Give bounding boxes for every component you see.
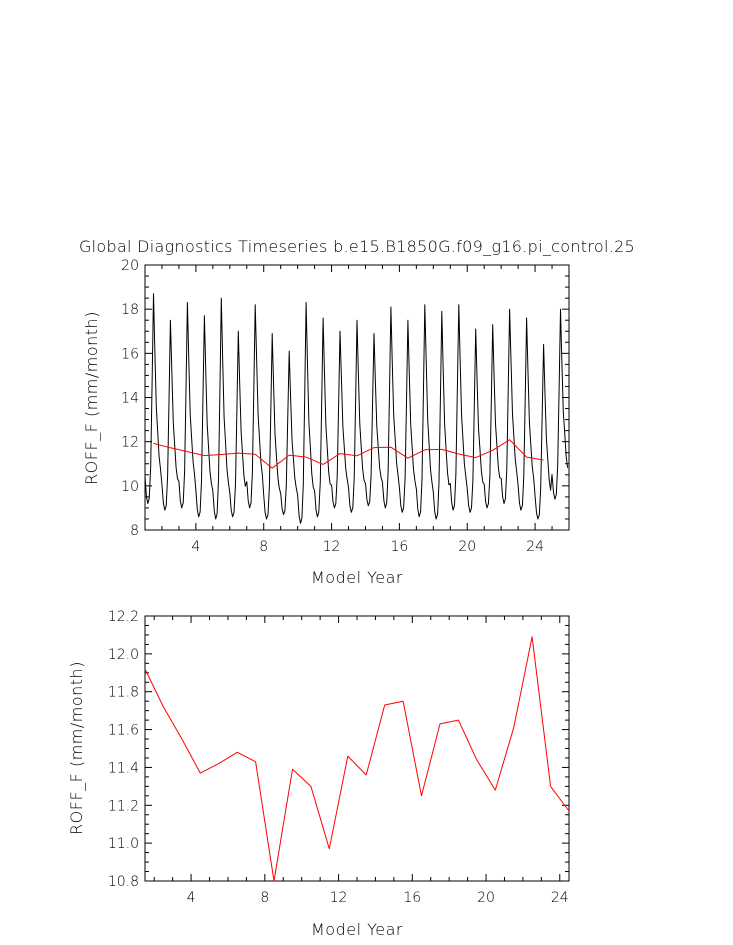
- top-series-lines: [144, 293, 569, 524]
- y-tick-label: 12.2: [108, 609, 139, 625]
- x-tick-label: 12: [330, 890, 348, 906]
- y-tick-label: 10: [121, 479, 139, 495]
- top-y-tick-labels: 8 10 12 14 16 18 20: [121, 258, 139, 539]
- bottom-panel-annual-mean: 4 8 12 16 20 24 10.811.011.211.411.611.812.01…: [67, 609, 570, 939]
- y-tick-label: 11.8: [108, 685, 139, 701]
- x-tick-label: 16: [403, 890, 421, 906]
- y-tick-label: 14: [121, 391, 139, 407]
- x-tick-label: 16: [390, 539, 408, 555]
- bottom-y-tick-labels: 10.8 11.0 11.2 11.4 11.6 11.8 12.0 12.2: [108, 609, 139, 890]
- y-tick-label: 20: [121, 258, 139, 274]
- x-tick-label: 12: [323, 539, 341, 555]
- y-tick-label: 11.2: [108, 798, 139, 814]
- x-tick-label: 20: [477, 890, 495, 906]
- x-tick-label: 24: [526, 539, 544, 555]
- top-axis-ticks: [144, 264, 570, 531]
- y-tick-label: 11.4: [108, 760, 139, 776]
- x-tick-label: 8: [260, 890, 269, 906]
- top-panel-monthly-timeseries: 4 8 12 16 20 24 8 10 12 14 16 18 20 Model Year ROFF…: [82, 258, 570, 587]
- y-tick-label: 8: [130, 523, 139, 539]
- bottom-x-axis-label: Model Year: [311, 920, 403, 939]
- x-tick-label: 20: [458, 539, 476, 555]
- x-tick-label: 4: [191, 539, 200, 555]
- x-tick-label: 4: [187, 890, 196, 906]
- monthly-series-line: [144, 293, 569, 524]
- y-tick-label: 10.8: [108, 874, 139, 890]
- y-tick-label: 16: [121, 346, 139, 362]
- y-tick-label: 12.0: [108, 647, 139, 663]
- top-x-tick-labels: 4 8 12 16 20 24: [191, 539, 544, 555]
- bottom-series-lines: [144, 636, 570, 882]
- bottom-x-tick-labels: 4 8 12 16 20 24: [187, 890, 569, 906]
- annual-mean-series-line: [153, 439, 544, 469]
- y-tick-label: 11.6: [108, 723, 139, 739]
- bottom-axis-ticks: [145, 615, 569, 882]
- bottom-plot-frame: [144, 615, 570, 882]
- x-tick-label: 24: [551, 890, 569, 906]
- y-tick-label: 18: [121, 302, 139, 318]
- x-tick-label: 8: [259, 539, 268, 555]
- top-x-axis-label: Model Year: [311, 568, 403, 587]
- y-tick-label: 11.0: [108, 836, 139, 852]
- top-y-axis-label: ROFF_F (mm/month): [82, 311, 101, 485]
- y-tick-label: 12: [121, 435, 139, 451]
- chart-title: Global Diagnostics Timeseries b.e15.B185…: [79, 237, 635, 256]
- annual-mean-series-line: [144, 636, 570, 882]
- bottom-y-axis-label: ROFF_F (mm/month): [67, 661, 86, 835]
